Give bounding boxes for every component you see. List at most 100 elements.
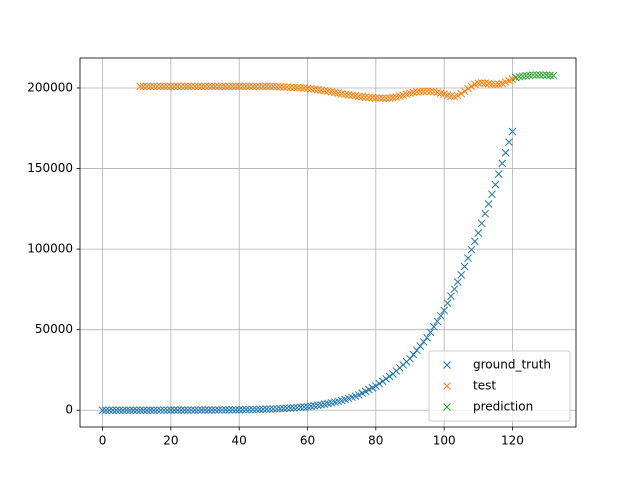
point — [211, 82, 220, 91]
point — [341, 90, 349, 99]
point — [419, 87, 428, 96]
point — [371, 94, 380, 102]
point — [474, 229, 483, 237]
point — [286, 404, 295, 413]
point — [177, 82, 185, 91]
point — [491, 180, 500, 189]
point — [477, 78, 486, 87]
point — [484, 79, 493, 88]
point — [170, 406, 179, 415]
point — [313, 401, 322, 410]
x-tick-label: 120 — [501, 434, 524, 448]
point — [156, 82, 165, 91]
point — [190, 82, 199, 91]
point — [245, 82, 254, 91]
point — [201, 406, 209, 414]
point — [235, 405, 244, 414]
point — [129, 406, 138, 415]
point — [149, 82, 158, 91]
point — [293, 403, 302, 412]
point — [467, 245, 476, 254]
point — [488, 190, 496, 199]
point — [378, 377, 387, 386]
point — [283, 404, 291, 413]
point — [494, 170, 503, 178]
point — [218, 82, 226, 91]
point — [112, 406, 121, 415]
point — [160, 406, 168, 415]
point — [208, 406, 216, 414]
point — [238, 405, 247, 414]
point — [300, 84, 308, 92]
point — [156, 406, 165, 415]
point — [385, 372, 394, 381]
point — [218, 406, 226, 414]
point — [484, 200, 493, 208]
point — [266, 405, 274, 413]
x-tick-label: 0 — [99, 434, 107, 448]
point — [416, 342, 425, 350]
point — [307, 402, 315, 411]
point — [211, 406, 220, 414]
point — [368, 93, 377, 102]
point — [460, 262, 469, 271]
point — [303, 402, 312, 411]
point — [238, 82, 247, 91]
point — [225, 406, 233, 414]
point — [252, 405, 261, 414]
point — [102, 406, 110, 415]
point — [296, 83, 305, 92]
point — [467, 82, 476, 91]
point — [269, 405, 278, 413]
point — [371, 382, 380, 390]
point — [163, 82, 172, 91]
y-tick-label: 50000 — [35, 322, 73, 336]
point — [406, 354, 414, 363]
point — [259, 405, 267, 414]
point — [248, 405, 257, 414]
x-tick-label: 80 — [368, 434, 383, 448]
point — [412, 87, 421, 96]
point — [416, 87, 425, 96]
legend-box — [428, 350, 571, 422]
point — [300, 403, 308, 411]
legend-marker — [443, 361, 451, 369]
point — [361, 93, 370, 102]
point — [529, 71, 537, 79]
y-tick-label: 150000 — [27, 161, 73, 175]
point — [317, 400, 326, 409]
point — [153, 82, 162, 91]
point — [303, 84, 312, 93]
point — [98, 406, 107, 415]
point — [269, 82, 278, 91]
point — [190, 406, 199, 414]
point — [354, 92, 363, 101]
point — [471, 237, 479, 246]
point — [201, 82, 209, 91]
point — [358, 92, 367, 101]
point — [293, 83, 302, 92]
point — [180, 82, 189, 91]
point — [535, 71, 544, 79]
legend-label: ground_truth — [473, 358, 551, 372]
point — [498, 159, 507, 168]
point — [423, 333, 431, 342]
point — [279, 83, 288, 91]
point — [423, 87, 431, 96]
legend-marker — [443, 403, 451, 411]
point — [522, 71, 530, 80]
y-tick-label: 200000 — [27, 80, 73, 94]
point — [382, 374, 390, 383]
point — [296, 403, 305, 412]
point — [474, 79, 483, 87]
point — [266, 82, 274, 91]
point — [508, 127, 517, 136]
point — [525, 71, 534, 80]
point — [378, 94, 387, 103]
point — [450, 285, 459, 293]
axes-frame — [79, 57, 577, 428]
point — [242, 405, 250, 414]
point — [143, 406, 151, 415]
point — [194, 406, 203, 414]
